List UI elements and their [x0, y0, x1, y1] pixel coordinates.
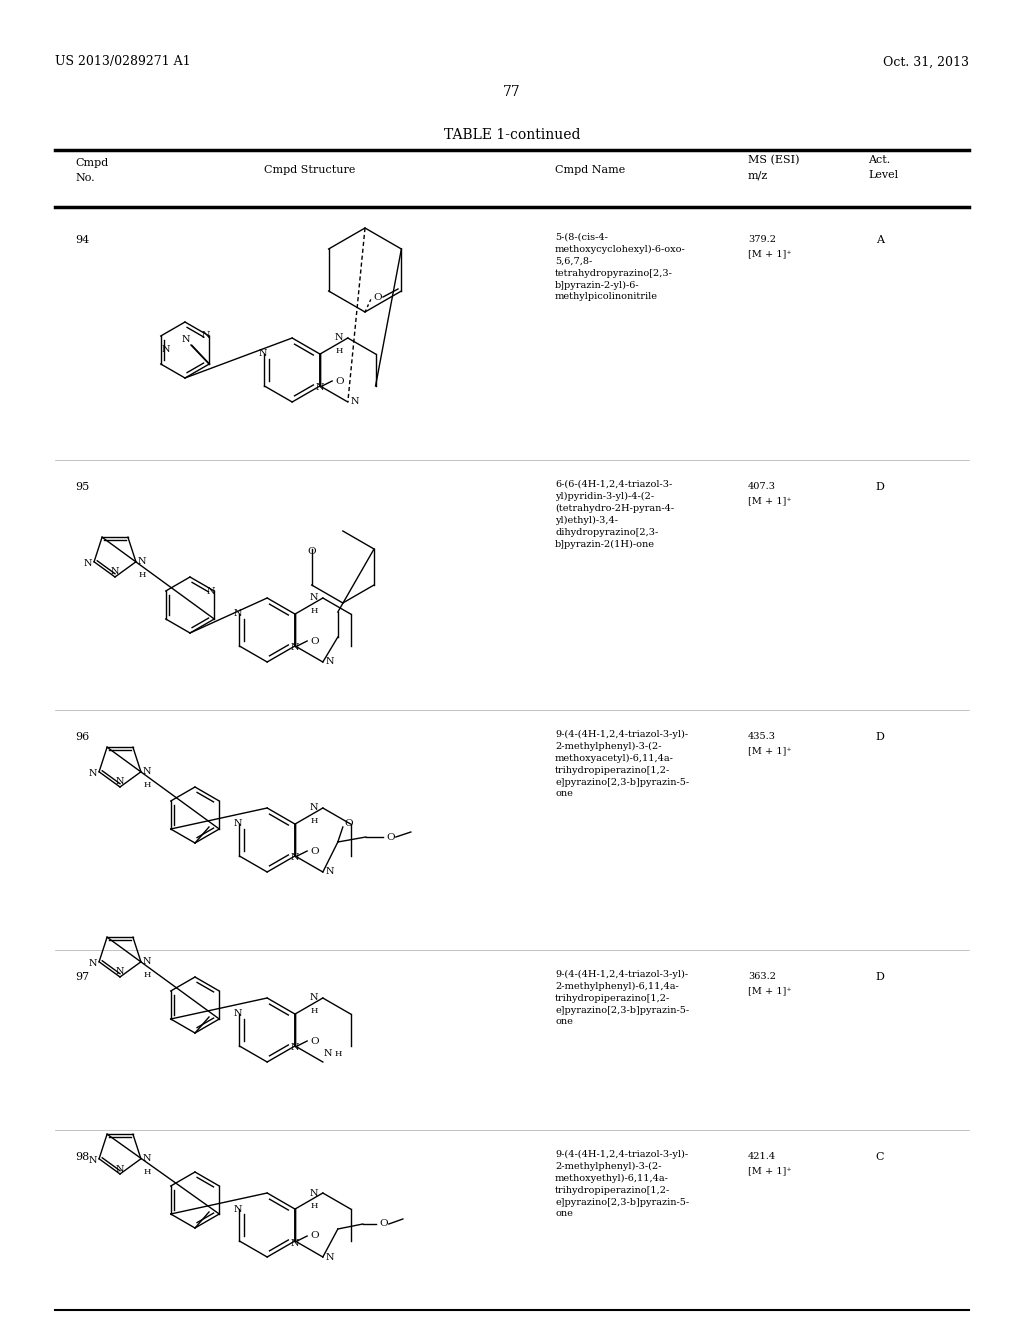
Text: 5-(8-(cis-4-
methoxycyclohexyl)-6-oxo-
5,6,7,8-
tetrahydropyrazino[2,3-
b]pyrazi: 5-(8-(cis-4- methoxycyclohexyl)-6-oxo- 5…	[555, 234, 686, 301]
Text: N: N	[233, 820, 242, 829]
Text: O: O	[336, 376, 344, 385]
Text: O: O	[311, 846, 319, 855]
Text: C: C	[876, 1152, 885, 1162]
Text: 9-(4-(4H-1,2,4-triazol-3-yl)-
2-methylphenyl)-3-(2-
methoxyacetyl)-6,11,4a-
trih: 9-(4-(4H-1,2,4-triazol-3-yl)- 2-methylph…	[555, 730, 689, 799]
Text: N: N	[309, 594, 317, 602]
Text: N: N	[116, 1164, 124, 1173]
Text: US 2013/0289271 A1: US 2013/0289271 A1	[55, 55, 190, 69]
Text: N: N	[335, 334, 343, 342]
Text: No.: No.	[75, 173, 94, 183]
Text: 77: 77	[503, 84, 521, 99]
Text: N: N	[89, 960, 97, 969]
Text: N: N	[309, 994, 317, 1002]
Text: N: N	[137, 557, 146, 566]
Text: H: H	[143, 970, 151, 979]
Text: Cmpd Name: Cmpd Name	[555, 165, 626, 176]
Text: N: N	[291, 1044, 299, 1052]
Text: N: N	[233, 610, 242, 619]
Text: Act.: Act.	[868, 154, 890, 165]
Text: Oct. 31, 2013: Oct. 31, 2013	[883, 55, 969, 69]
Text: N: N	[309, 1188, 317, 1197]
Text: N: N	[202, 331, 211, 341]
Text: H: H	[310, 1203, 317, 1210]
Text: 6-(6-(4H-1,2,4-triazol-3-
yl)pyridin-3-yl)-4-(2-
(tetrahydro-2H-pyran-4-
yl)ethy: 6-(6-(4H-1,2,4-triazol-3- yl)pyridin-3-y…	[555, 480, 674, 549]
Text: 98: 98	[75, 1152, 89, 1162]
Text: A: A	[876, 235, 884, 246]
Text: TABLE 1-continued: TABLE 1-continued	[443, 128, 581, 143]
Text: N: N	[207, 586, 215, 595]
Text: N: N	[116, 777, 124, 787]
Text: 9-(4-(4H-1,2,4-triazol-3-yl)-
2-methylphenyl)-3-(2-
methoxyethyl)-6,11,4a-
trihy: 9-(4-(4H-1,2,4-triazol-3-yl)- 2-methylph…	[555, 1150, 689, 1218]
Text: N: N	[142, 1154, 152, 1163]
Text: H: H	[336, 347, 343, 355]
Text: N: N	[291, 1238, 299, 1247]
Text: H: H	[310, 817, 317, 825]
Text: N: N	[84, 560, 92, 569]
Text: N: N	[351, 397, 359, 407]
Text: 363.2: 363.2	[748, 972, 776, 981]
Text: D: D	[876, 482, 885, 492]
Text: 97: 97	[75, 972, 89, 982]
Text: Level: Level	[868, 170, 898, 180]
Text: N: N	[291, 854, 299, 862]
Text: [M + 1]⁺: [M + 1]⁺	[748, 1166, 792, 1175]
Text: Cmpd Structure: Cmpd Structure	[264, 165, 355, 176]
Text: O: O	[311, 1232, 319, 1241]
Text: N: N	[324, 1049, 332, 1059]
Text: D: D	[876, 972, 885, 982]
Text: H: H	[143, 1168, 151, 1176]
Text: [M + 1]⁺: [M + 1]⁺	[748, 986, 792, 995]
Text: m/z: m/z	[748, 170, 768, 180]
Text: N: N	[142, 767, 152, 776]
Text: O: O	[311, 636, 319, 645]
Text: 94: 94	[75, 235, 89, 246]
Text: O: O	[386, 833, 395, 842]
Text: N: N	[142, 957, 152, 966]
Text: N: N	[89, 1156, 97, 1166]
Text: MS (ESI): MS (ESI)	[748, 154, 800, 165]
Text: N: N	[315, 384, 325, 392]
Text: H: H	[143, 781, 151, 789]
Text: 407.3: 407.3	[748, 482, 776, 491]
Text: N: N	[111, 568, 119, 577]
Text: D: D	[876, 733, 885, 742]
Text: 96: 96	[75, 733, 89, 742]
Text: H: H	[310, 1007, 317, 1015]
Text: [M + 1]⁺: [M + 1]⁺	[748, 496, 792, 506]
Text: 9-(4-(4H-1,2,4-triazol-3-yl)-
2-methylphenyl)-6,11,4a-
trihydropiperazino[1,2-
e: 9-(4-(4H-1,2,4-triazol-3-yl)- 2-methylph…	[555, 970, 689, 1027]
Text: N: N	[89, 770, 97, 779]
Text: O: O	[380, 1220, 388, 1229]
Text: [M + 1]⁺: [M + 1]⁺	[748, 249, 792, 257]
Text: Cmpd: Cmpd	[75, 158, 109, 168]
Text: 435.3: 435.3	[748, 733, 776, 741]
Text: N: N	[258, 350, 266, 359]
Text: N: N	[326, 867, 335, 876]
Text: O: O	[311, 1036, 319, 1045]
Text: N: N	[116, 968, 124, 977]
Text: H: H	[138, 570, 145, 578]
Text: O: O	[307, 548, 316, 557]
Text: H: H	[334, 1049, 342, 1059]
Text: N: N	[233, 1010, 242, 1019]
Text: O: O	[374, 293, 382, 301]
Text: N: N	[326, 657, 335, 667]
Text: N: N	[326, 1253, 335, 1262]
Text: N: N	[162, 346, 170, 355]
Text: [M + 1]⁺: [M + 1]⁺	[748, 746, 792, 755]
Text: 379.2: 379.2	[748, 235, 776, 244]
Text: H: H	[310, 607, 317, 615]
Text: N: N	[309, 804, 317, 813]
Text: N: N	[291, 644, 299, 652]
Text: N: N	[182, 335, 190, 345]
Text: 421.4: 421.4	[748, 1152, 776, 1162]
Text: N: N	[233, 1204, 242, 1213]
Text: 95: 95	[75, 482, 89, 492]
Text: O: O	[344, 820, 353, 829]
